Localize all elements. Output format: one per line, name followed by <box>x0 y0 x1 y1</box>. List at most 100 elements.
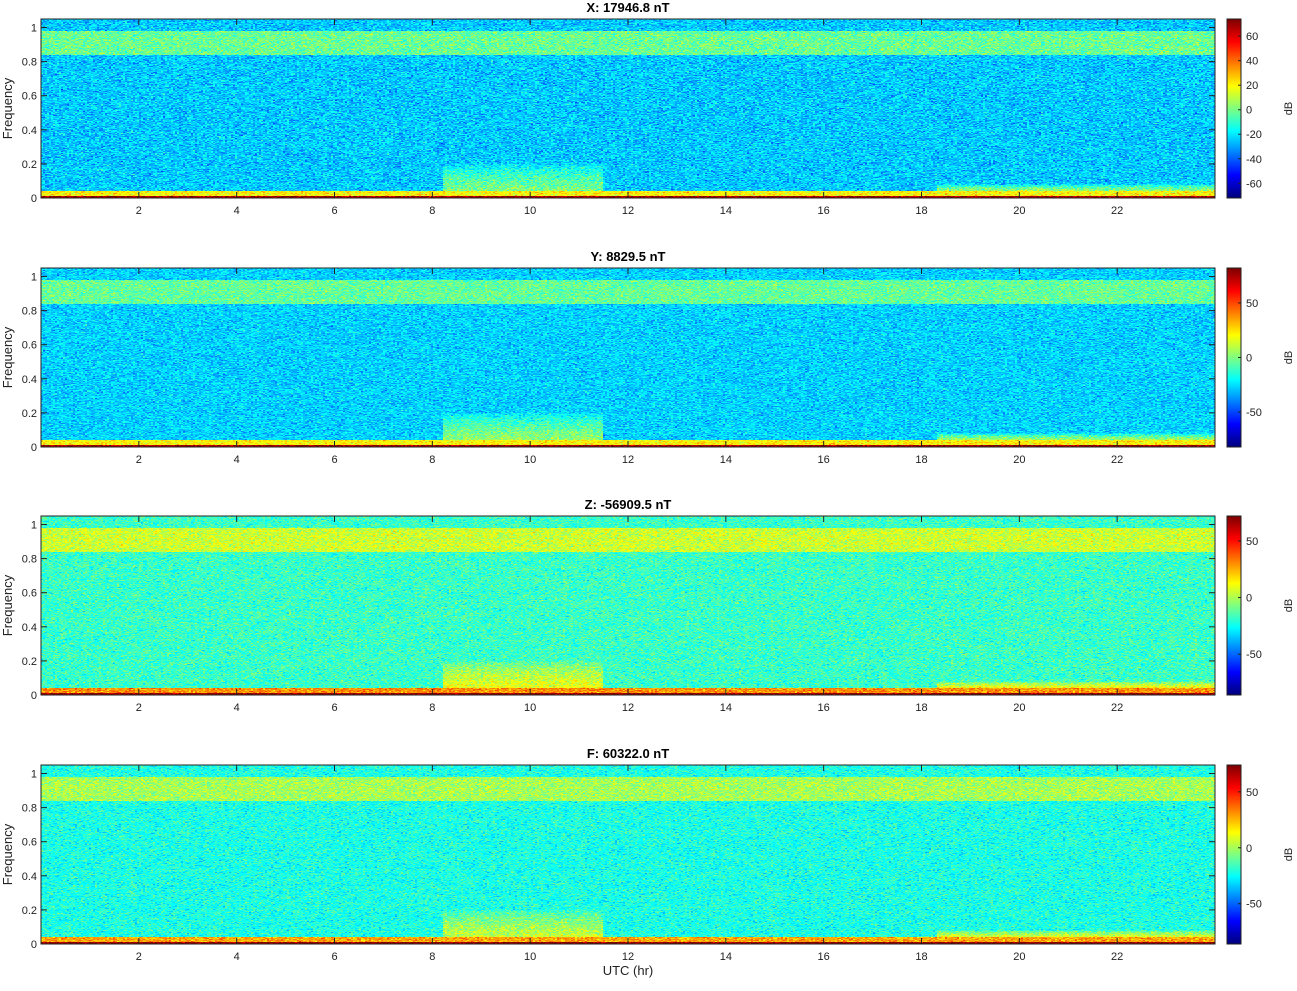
spectrogram-heatmap <box>41 268 1215 447</box>
colorbar-tick-label: 0 <box>1246 353 1252 365</box>
x-tick-label: 12 <box>622 454 634 466</box>
x-tick-label: 8 <box>429 702 435 714</box>
y-tick-label: 0.2 <box>22 905 37 917</box>
x-tick-label: 14 <box>720 951 732 963</box>
x-tick-label: 2 <box>136 454 142 466</box>
colorbar <box>1227 516 1241 695</box>
y-tick-label: 0.2 <box>22 159 37 171</box>
x-tick-label: 20 <box>1013 205 1025 217</box>
y-tick-label: 1 <box>31 23 37 35</box>
spectrogram-panel: F: 60322.0 nT 2 4 6 8 10 12 14 16 18 20 22 0 0.2 0.4 0.… <box>0 746 1297 991</box>
chart-title: Y: 8829.5 nT <box>590 249 666 264</box>
axes-overlay: 2 4 6 8 10 12 14 16 18 20 22 0 0.2 0.4 0.6 0.8 1 Frequenc… <box>0 267 1295 466</box>
y-tick-label: 0.2 <box>22 656 37 668</box>
colorbar <box>1227 19 1241 198</box>
x-tick-label: 16 <box>818 205 830 217</box>
x-tick-label: 12 <box>622 702 634 714</box>
y-tick-label: 0.4 <box>22 125 37 137</box>
colorbar-tick-label: -50 <box>1246 899 1262 911</box>
colorbar-frame <box>1226 515 1242 696</box>
y-tick-label: 0.2 <box>22 408 37 420</box>
y-tick-label: 0.8 <box>22 803 37 815</box>
y-tick-label: 0.6 <box>22 340 37 352</box>
x-tick-label: 8 <box>429 454 435 466</box>
x-tick-label: 22 <box>1111 951 1123 963</box>
y-tick-label: 1 <box>31 272 37 284</box>
spectrogram-heatmap <box>41 765 1215 944</box>
y-tick-label: 0.4 <box>22 871 37 883</box>
colorbar-tick-label: -50 <box>1246 649 1262 661</box>
y-tick-label: 0.8 <box>22 57 37 69</box>
x-tick-label: 8 <box>429 205 435 217</box>
x-tick-label: 12 <box>622 205 634 217</box>
colorbar-tick-label: 40 <box>1246 56 1258 68</box>
colorbar-tick-label: -20 <box>1246 129 1262 141</box>
colorbar-label: dB <box>1283 848 1295 861</box>
x-tick-label: 2 <box>136 951 142 963</box>
colorbar-tick-label: -40 <box>1246 154 1262 166</box>
spectrogram-panel: X: 17946.8 nT 2 4 6 8 10 12 14 16 18 20 22 0 0.2 0.4 0.… <box>0 0 1297 245</box>
colorbar-tick-label: 0 <box>1246 843 1252 855</box>
spectrogram-panel: Z: -56909.5 nT 2 4 6 8 10 12 14 16 18 20 22 0 0.2 0.4 0… <box>0 497 1297 742</box>
x-tick-label: 6 <box>331 205 337 217</box>
x-tick-label: 18 <box>915 951 927 963</box>
plot-frame <box>40 764 1216 945</box>
x-axis-label: UTC (hr) <box>602 963 654 978</box>
colorbar-tick-label: 50 <box>1246 536 1258 548</box>
x-tick-label: 6 <box>331 702 337 714</box>
colorbar-label: dB <box>1283 102 1295 115</box>
x-tick-label: 10 <box>524 702 536 714</box>
x-tick-label: 14 <box>720 702 732 714</box>
x-tick-label: 18 <box>915 702 927 714</box>
x-tick-label: 2 <box>136 205 142 217</box>
axes-overlay: 2 4 6 8 10 12 14 16 18 20 22 0 0.2 0.4 0.6 0.8 1 Frequenc… <box>0 18 1295 217</box>
plot-frame <box>40 267 1216 448</box>
spectrogram-heatmap <box>41 516 1215 695</box>
chart-title: X: 17946.8 nT <box>586 0 670 15</box>
y-tick-label: 0.6 <box>22 588 37 600</box>
spectrogram-panel: Y: 8829.5 nT 2 4 6 8 10 12 14 16 18 20 22 0 0.2 0.4 0.6… <box>0 249 1297 494</box>
axes-overlay: 2 4 6 8 10 12 14 16 18 20 22 0 0.2 0.4 0.6 0.8 1 Frequenc… <box>0 515 1295 714</box>
x-tick-label: 4 <box>234 205 240 217</box>
x-tick-label: 8 <box>429 951 435 963</box>
y-tick-label: 0.6 <box>22 91 37 103</box>
x-tick-label: 18 <box>915 205 927 217</box>
y-axis-label: Frequency <box>0 574 15 636</box>
x-tick-label: 12 <box>622 951 634 963</box>
colorbar-tick-label: 60 <box>1246 31 1258 43</box>
x-tick-label: 16 <box>818 454 830 466</box>
spectrogram-heatmap <box>41 19 1215 198</box>
y-tick-label: 0.6 <box>22 837 37 849</box>
x-tick-label: 10 <box>524 205 536 217</box>
colorbar-frame <box>1226 18 1242 199</box>
y-tick-label: 0.8 <box>22 554 37 566</box>
axes-overlay: 2 4 6 8 10 12 14 16 18 20 22 0 0.2 0.4 0.6 0.8 1 Frequenc… <box>0 764 1295 963</box>
colorbar-tick-label: 0 <box>1246 105 1252 117</box>
colorbar-tick-label: 20 <box>1246 80 1258 92</box>
y-tick-label: 0.8 <box>22 306 37 318</box>
y-tick-label: 0 <box>31 193 37 205</box>
x-tick-label: 22 <box>1111 454 1123 466</box>
x-tick-label: 2 <box>136 702 142 714</box>
y-tick-label: 0.4 <box>22 622 37 634</box>
colorbar <box>1227 268 1241 447</box>
plot-frame <box>40 18 1216 199</box>
x-tick-label: 18 <box>915 454 927 466</box>
chart-title: F: 60322.0 nT <box>586 746 670 761</box>
x-tick-label: 22 <box>1111 702 1123 714</box>
y-axis-label: Frequency <box>0 326 15 388</box>
y-tick-label: 1 <box>31 520 37 532</box>
colorbar-tick-label: 50 <box>1246 298 1258 310</box>
colorbar <box>1227 765 1241 944</box>
x-tick-label: 10 <box>524 951 536 963</box>
x-tick-label: 4 <box>234 702 240 714</box>
x-tick-label: 6 <box>331 951 337 963</box>
x-tick-label: 20 <box>1013 454 1025 466</box>
colorbar-tick-label: -60 <box>1246 178 1262 190</box>
colorbar-frame <box>1226 764 1242 945</box>
x-tick-label: 16 <box>818 702 830 714</box>
x-tick-label: 4 <box>234 951 240 963</box>
x-tick-label: 16 <box>818 951 830 963</box>
colorbar-tick-label: 50 <box>1246 787 1258 799</box>
x-tick-label: 22 <box>1111 205 1123 217</box>
